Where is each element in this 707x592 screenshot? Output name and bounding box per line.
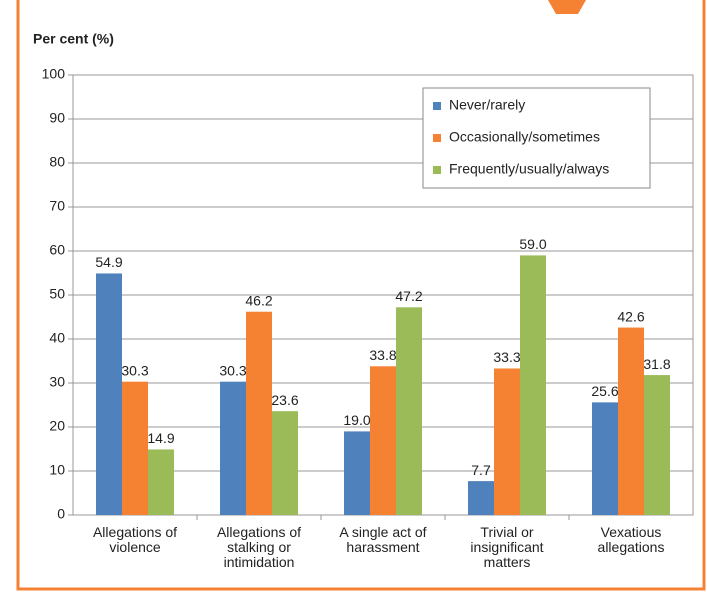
data-label: 14.9: [147, 430, 174, 446]
bar: [246, 311, 272, 515]
bar: [396, 307, 422, 515]
data-label: 42.6: [617, 308, 644, 324]
data-label: 54.9: [95, 254, 122, 270]
x-tick-label: Allegations of stalking or intimidation: [217, 524, 301, 570]
bar: [220, 381, 246, 515]
bar: [344, 431, 370, 515]
y-tick-label: 80: [49, 154, 65, 170]
x-tick-label: Trivial or insignificant matters: [470, 524, 543, 570]
x-tick-label: Vexatious allegations: [598, 524, 665, 555]
data-label: 30.3: [121, 362, 148, 378]
bar: [148, 449, 174, 515]
bar: [122, 381, 148, 515]
legend-swatch: [433, 134, 441, 142]
data-label: 47.2: [395, 288, 422, 304]
legend-label: Occasionally/sometimes: [449, 129, 600, 145]
legend-swatch: [433, 166, 441, 174]
legend-box: [422, 87, 651, 189]
data-label: 25.6: [591, 383, 618, 399]
data-label: 7.7: [471, 462, 491, 478]
legend-label: Never/rarely: [449, 97, 525, 113]
data-label: 19.0: [343, 412, 370, 428]
y-tick-label: 10: [49, 462, 65, 478]
y-tick-label: 70: [49, 198, 65, 214]
y-tick-label: 90: [49, 110, 65, 126]
y-tick-label: 60: [49, 242, 65, 258]
legend-label: Frequently/usually/always: [449, 161, 609, 177]
data-label: 31.8: [643, 356, 670, 372]
bar: [592, 402, 618, 515]
y-tick-label: 100: [42, 66, 66, 82]
y-tick-label: 40: [49, 330, 65, 346]
bar: [618, 327, 644, 515]
data-label: 33.8: [369, 347, 396, 363]
x-tick-label: A single act of harassment: [339, 524, 426, 555]
bar: [644, 375, 670, 515]
y-tick-label: 30: [49, 374, 65, 390]
data-label: 30.3: [219, 362, 246, 378]
bar: [520, 255, 546, 515]
legend-swatch: [433, 102, 441, 110]
data-label: 46.2: [245, 292, 272, 308]
frame: [16, 0, 706, 591]
y-tick-label: 50: [49, 286, 65, 302]
decoration: [548, 0, 586, 14]
y-tick-label: 20: [49, 418, 65, 434]
x-tick-label: Allegations of violence: [93, 524, 177, 555]
data-label: 23.6: [271, 392, 298, 408]
y-tick-label: 0: [57, 506, 65, 522]
bar: [494, 368, 520, 515]
bar: [468, 481, 494, 515]
y-axis-label: Per cent (%): [33, 31, 114, 47]
bar: [96, 273, 122, 515]
data-label: 33.3: [493, 349, 520, 365]
bar: [272, 411, 298, 515]
bar: [370, 366, 396, 515]
data-label: 59.0: [519, 236, 546, 252]
